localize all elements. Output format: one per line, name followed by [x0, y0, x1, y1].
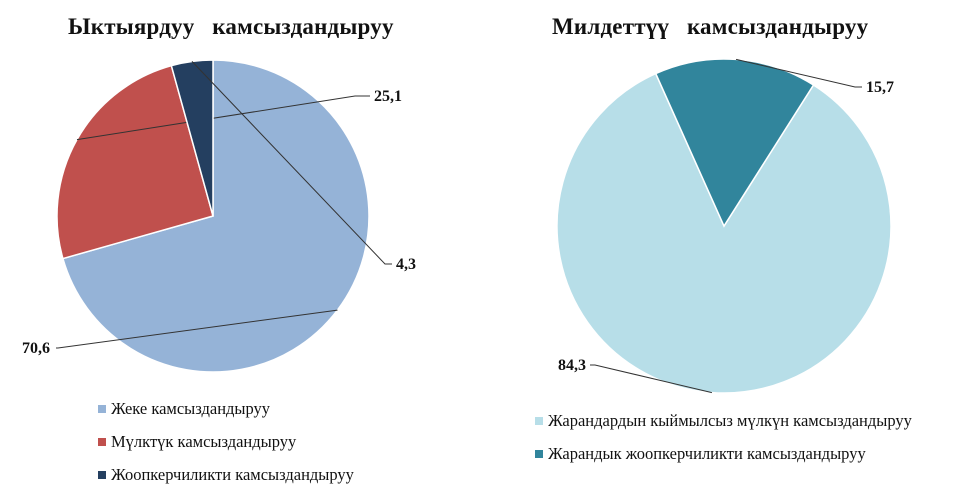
leader-line [76, 95, 370, 141]
legend-swatch [98, 438, 106, 446]
legend-label: Жарандардын кыймылсыз мүлкүн камсызданды… [548, 411, 912, 430]
data-label: 25,1 [374, 88, 402, 105]
legend-label: Жоопкерчиликти камсыздандыруу [111, 465, 354, 484]
data-label: 84,3 [558, 357, 586, 374]
legend-label: Жарандык жоопкерчиликти камсыздандыруу [548, 444, 866, 463]
legend-label: Жеке камсыздандыруу [111, 399, 271, 418]
leader-line [590, 364, 713, 394]
pie-slice [654, 58, 815, 228]
legend-swatch [98, 405, 106, 413]
legend-swatch [98, 471, 106, 479]
leader-line [735, 58, 862, 88]
legend-item-real-estate-insurance: Жарандардын кыймылсыз мүлкүн камсызданды… [535, 410, 938, 431]
data-label: 4,3 [396, 256, 416, 273]
chart-title: Ыктыярдуу камсыздандыруу [68, 14, 394, 39]
legend-item-liability-insurance: Жоопкерчиликти камсыздандыруу [98, 464, 354, 485]
leader-line [56, 309, 338, 349]
leader-line [191, 61, 392, 265]
legend-swatch [535, 417, 543, 425]
pie-chart: 84,3 15,7 [556, 58, 894, 394]
legend: Жеке камсыздандыруу Мүлктүк камсыздандыр… [98, 398, 354, 497]
legend: Жарандардын кыймылсыз мүлкүн камсызданды… [535, 410, 938, 476]
data-label: 70,6 [22, 340, 50, 357]
legend-label: Мүлктүк камсыздандыруу [111, 432, 297, 451]
legend-item-personal-insurance: Жеке камсыздандыруу [98, 398, 354, 419]
legend-item-civil-liability-insurance: Жарандык жоопкерчиликти камсыздандыруу [535, 443, 938, 464]
legend-swatch [535, 450, 543, 458]
chart-title: Милдеттүү камсыздандыруу [552, 14, 869, 39]
voluntary-insurance-chart: Ыктыярдуу камсыздандыруу 70,6 25,1 4,3 Жек… [0, 0, 470, 503]
data-label: 15,7 [866, 79, 894, 96]
legend-item-property-insurance: Мүлктүк камсыздандыруу [98, 431, 354, 452]
mandatory-insurance-chart: Милдеттүү камсыздандыруу 84,3 15,7 Жаранд… [480, 0, 961, 503]
pie-slice [556, 72, 892, 394]
pie-chart: 70,6 25,1 4,3 [22, 59, 416, 373]
